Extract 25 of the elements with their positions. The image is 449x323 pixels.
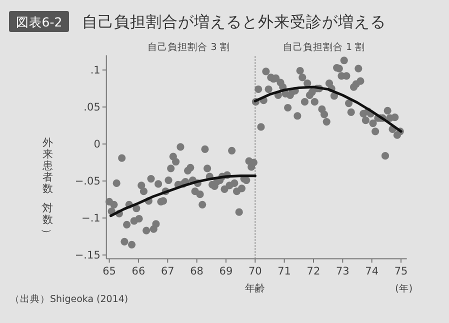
x-axis-title: 年齢 bbox=[245, 282, 266, 295]
y-tick-label: .1 bbox=[90, 64, 100, 76]
text: （出典）Shigeoka (2014) bbox=[10, 293, 128, 305]
x-tick-label: 65 bbox=[102, 266, 116, 278]
y-tick-label: .05 bbox=[84, 102, 100, 114]
x-tick-label: 68 bbox=[190, 266, 204, 278]
y-tick-label: 0 bbox=[94, 138, 100, 150]
chart-title: 自己負担割合が増えると外来受診が増える bbox=[82, 13, 386, 31]
text: 自己負担割合 3 割 bbox=[148, 41, 230, 53]
x-tick-label: 66 bbox=[132, 266, 146, 278]
x-tick-label: 74 bbox=[365, 266, 379, 278]
x-tick-label: 71 bbox=[278, 266, 292, 278]
x-tick-label: 69 bbox=[219, 266, 233, 278]
x-tick-label: 72 bbox=[306, 266, 320, 278]
text: (年) bbox=[395, 282, 413, 295]
x-tick-label: 67 bbox=[160, 266, 174, 278]
y-tick-label: −.1 bbox=[82, 212, 100, 224]
x-tick-label: 75 bbox=[394, 266, 408, 278]
y-tick-label: −.15 bbox=[74, 250, 100, 262]
text: 図表6-2 bbox=[16, 14, 62, 30]
text: 外来患者数（対数） bbox=[40, 137, 54, 240]
text: 自己負担割合 1 割 bbox=[282, 41, 366, 53]
x-tick-label: 73 bbox=[336, 266, 350, 278]
x-tick-label: 70 bbox=[248, 266, 262, 278]
y-tick-label: −.05 bbox=[74, 176, 100, 188]
